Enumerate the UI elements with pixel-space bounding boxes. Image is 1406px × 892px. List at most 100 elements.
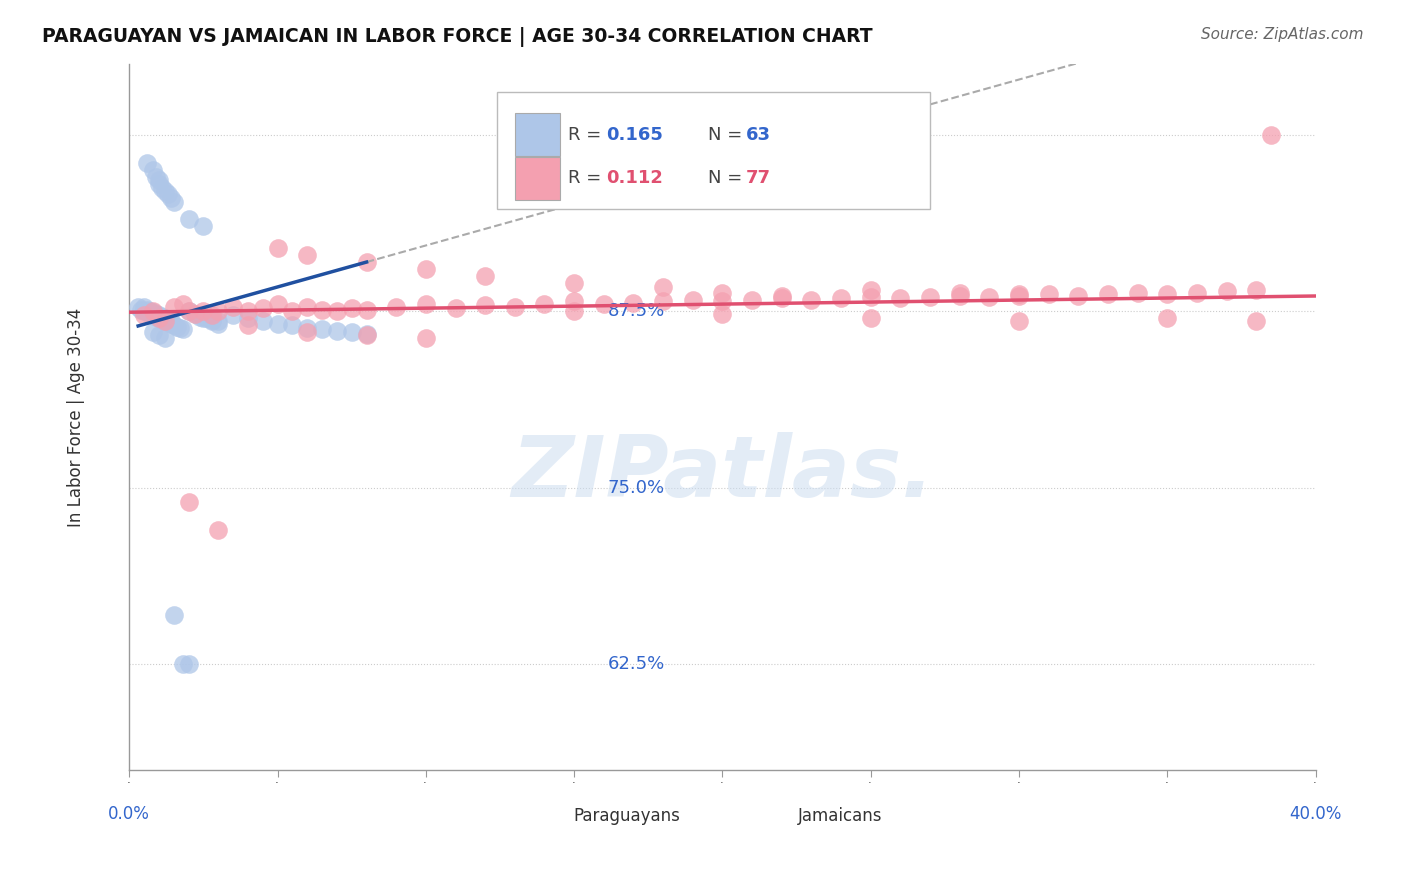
Point: [145, 310, 167, 324]
Point: [142, 305, 165, 319]
Point: [949, 288, 972, 302]
Point: [415, 261, 437, 276]
Text: 0.0%: 0.0%: [108, 805, 150, 823]
Text: 75.0%: 75.0%: [607, 478, 665, 497]
Point: [183, 307, 205, 321]
Point: [148, 177, 170, 191]
Point: [142, 325, 165, 339]
Point: [562, 294, 585, 309]
Point: [177, 494, 200, 508]
Point: [148, 173, 170, 187]
Point: [474, 298, 496, 312]
Point: [177, 304, 200, 318]
Point: [153, 331, 176, 345]
Point: [129, 302, 152, 317]
Point: [356, 302, 378, 317]
Text: Paraguayans: Paraguayans: [574, 806, 681, 825]
Point: [136, 156, 159, 170]
Point: [207, 523, 229, 537]
FancyBboxPatch shape: [758, 803, 792, 828]
Point: [859, 290, 882, 304]
Point: [356, 328, 378, 343]
Point: [297, 325, 319, 339]
Point: [190, 310, 212, 324]
Point: [148, 328, 170, 343]
Point: [172, 297, 194, 311]
Text: 40.0%: 40.0%: [1289, 805, 1341, 823]
Text: 62.5%: 62.5%: [607, 655, 665, 673]
Point: [503, 300, 526, 314]
Point: [711, 307, 734, 321]
Point: [177, 657, 200, 671]
Point: [177, 212, 200, 227]
Point: [1156, 287, 1178, 301]
Text: In Labor Force | Age 30-34: In Labor Force | Age 30-34: [67, 308, 84, 526]
Point: [1156, 311, 1178, 326]
Point: [415, 331, 437, 345]
Point: [979, 290, 1001, 304]
Text: ZIPatlas.: ZIPatlas.: [510, 432, 934, 515]
Point: [1038, 287, 1060, 301]
Point: [132, 308, 155, 322]
Point: [156, 312, 179, 326]
Point: [652, 280, 675, 294]
Point: [340, 325, 363, 339]
Point: [918, 290, 941, 304]
Point: [145, 169, 167, 184]
Point: [1260, 128, 1282, 142]
Point: [830, 292, 852, 306]
Point: [150, 310, 173, 324]
Point: [201, 314, 224, 328]
Point: [127, 300, 149, 314]
Point: [142, 163, 165, 178]
Point: [193, 219, 215, 234]
Text: N =: N =: [709, 169, 748, 187]
Point: [236, 318, 259, 333]
Point: [207, 317, 229, 331]
Point: [153, 314, 176, 328]
Point: [156, 315, 179, 329]
Point: [159, 191, 181, 205]
Point: [1246, 283, 1268, 297]
Point: [444, 301, 467, 316]
Point: [172, 657, 194, 671]
Point: [340, 301, 363, 316]
Point: [145, 307, 167, 321]
Point: [266, 317, 288, 331]
Point: [1185, 285, 1208, 300]
Point: [150, 312, 173, 326]
FancyBboxPatch shape: [515, 157, 560, 200]
Point: [159, 317, 181, 331]
Text: Jamaicans: Jamaicans: [799, 806, 883, 825]
Point: [163, 300, 186, 314]
Point: [711, 294, 734, 309]
Point: [889, 292, 911, 306]
Point: [1008, 287, 1031, 301]
FancyBboxPatch shape: [498, 92, 929, 209]
Point: [385, 300, 408, 314]
Point: [132, 304, 155, 318]
Point: [356, 254, 378, 268]
Point: [326, 324, 349, 338]
Point: [163, 195, 186, 210]
Point: [195, 311, 218, 326]
Point: [1246, 314, 1268, 328]
Point: [166, 319, 188, 334]
Point: [297, 300, 319, 314]
Point: [1215, 285, 1237, 299]
Point: [533, 297, 555, 311]
Point: [222, 300, 245, 314]
Point: [859, 283, 882, 297]
Point: [741, 293, 763, 307]
Point: [474, 268, 496, 283]
Point: [148, 311, 170, 326]
Point: [311, 302, 333, 317]
Point: [148, 308, 170, 322]
Point: [770, 288, 793, 302]
Point: [153, 184, 176, 198]
Point: [236, 311, 259, 326]
Point: [169, 321, 191, 335]
Point: [356, 326, 378, 341]
Point: [207, 314, 229, 328]
Point: [172, 322, 194, 336]
